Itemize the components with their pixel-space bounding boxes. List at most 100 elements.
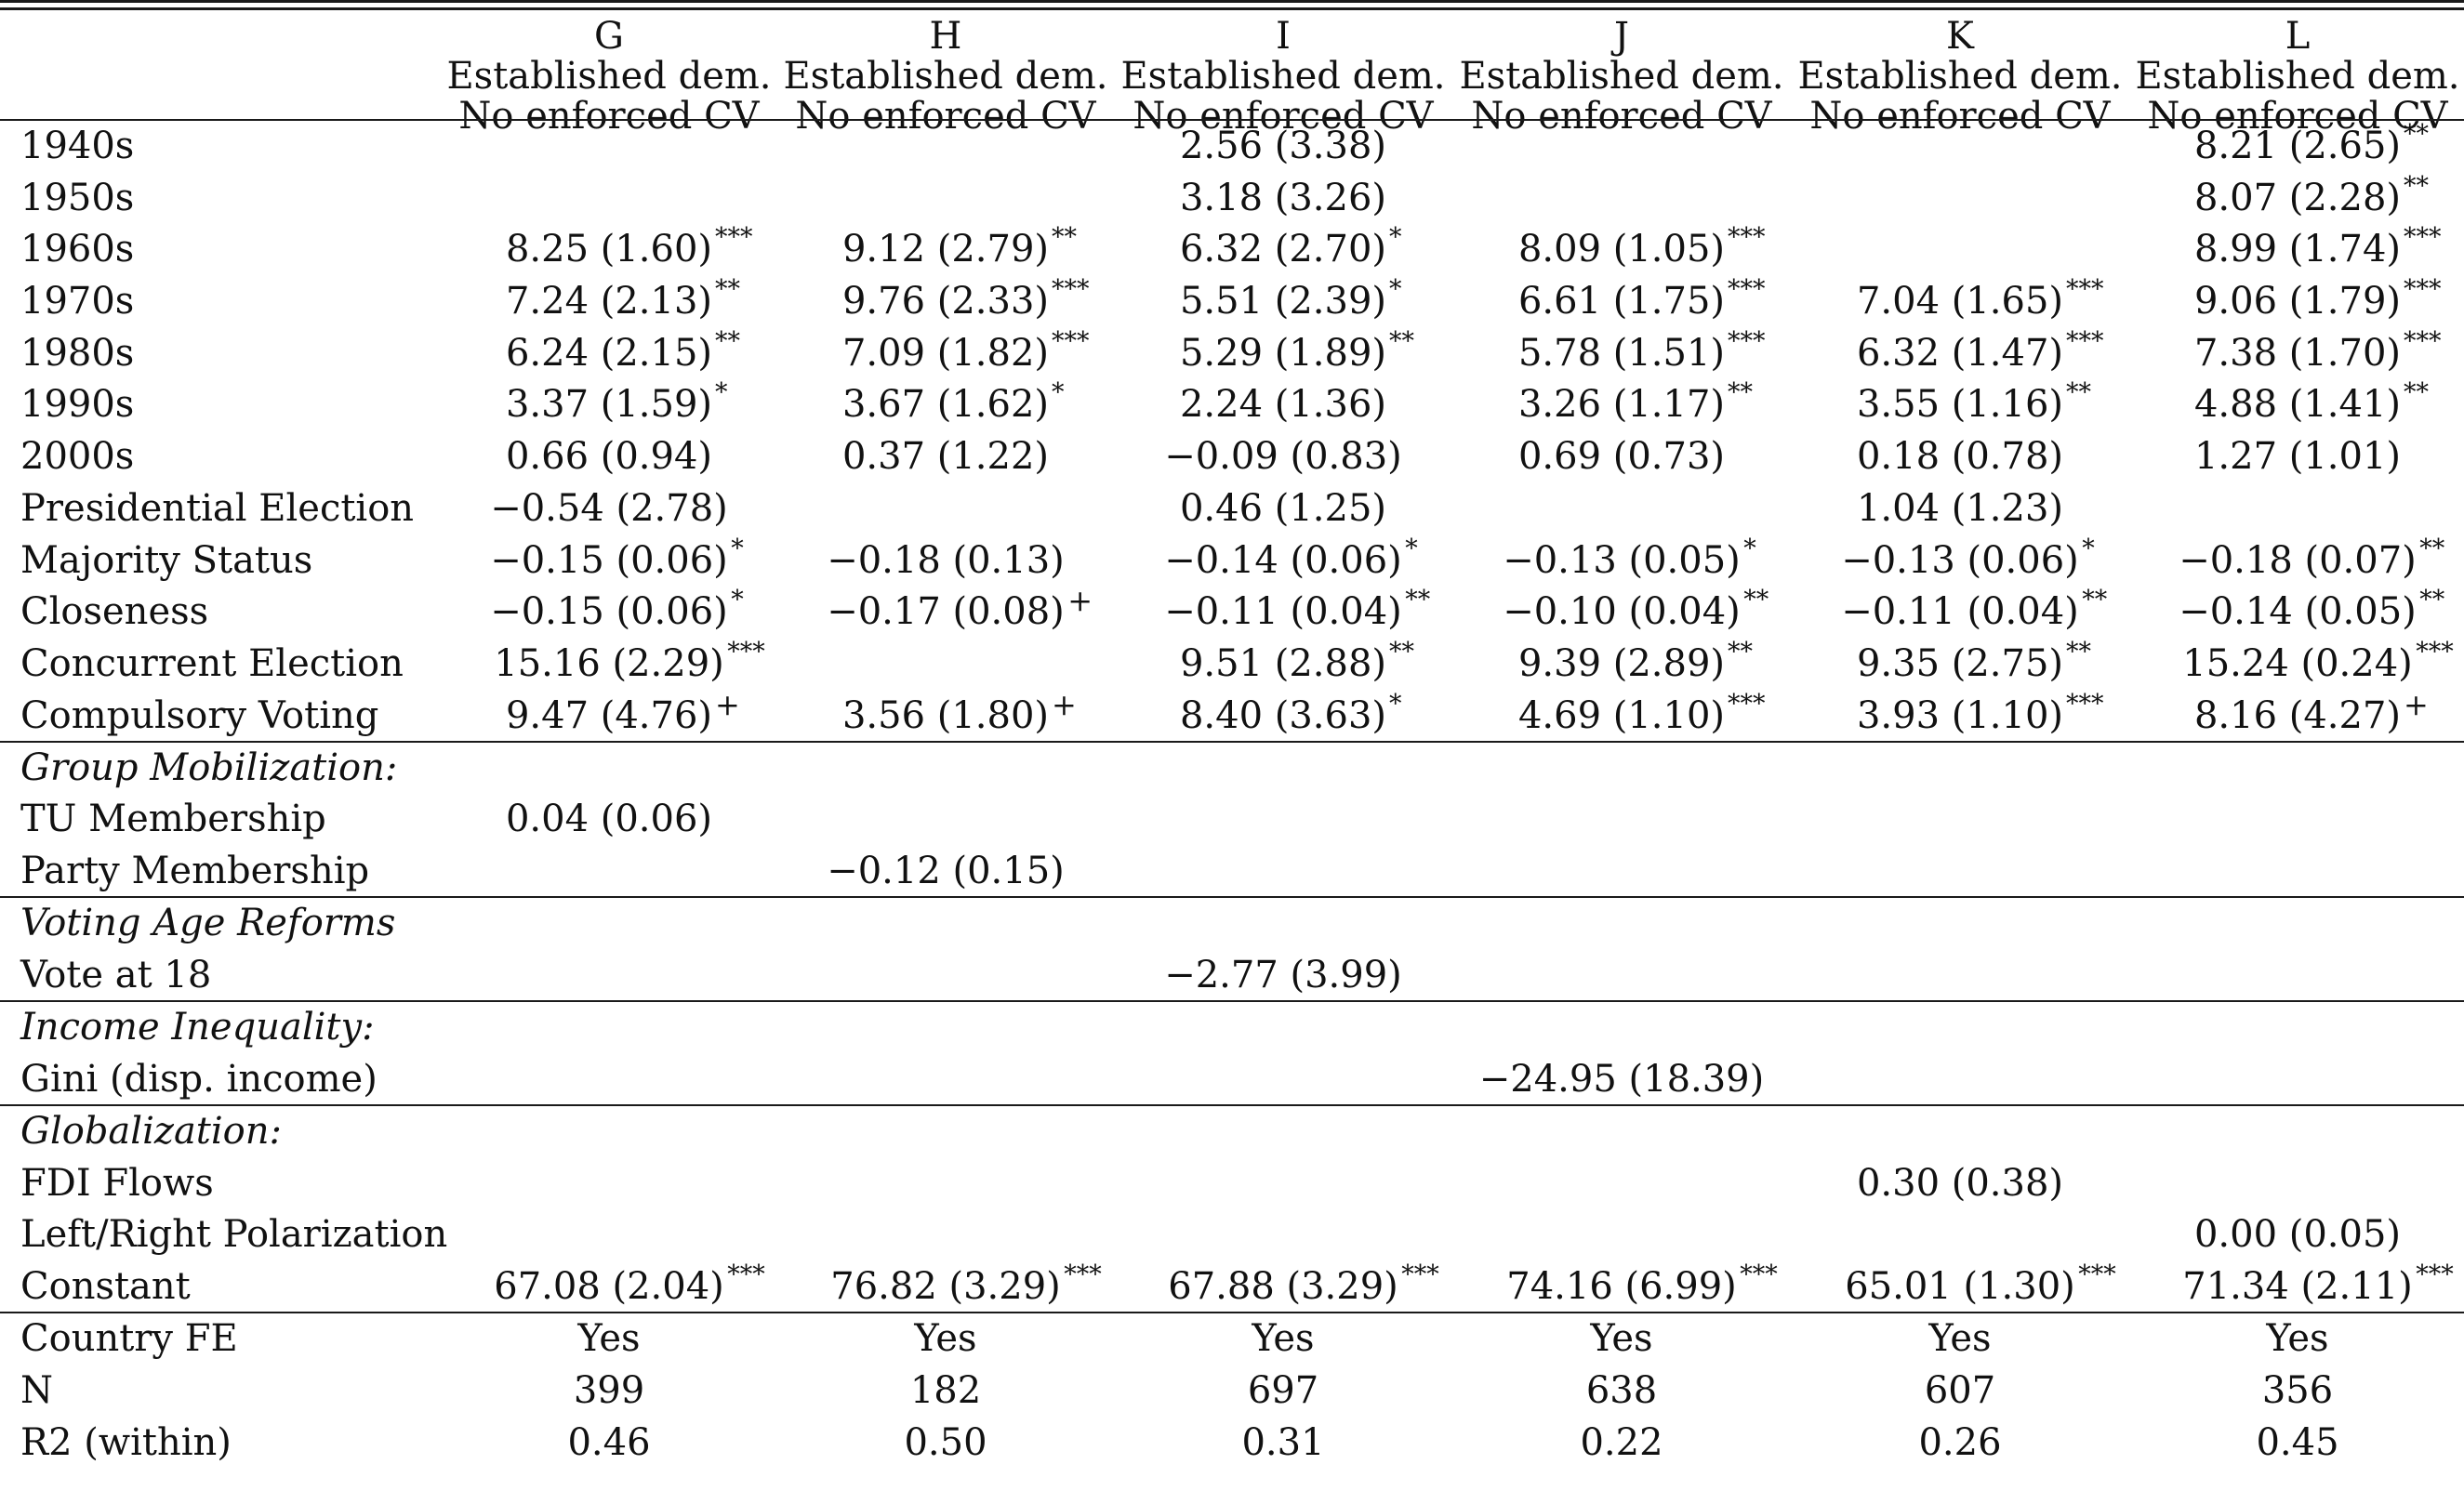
significance-marker: *** bbox=[1727, 690, 1766, 719]
significance-marker: *** bbox=[1740, 1260, 1778, 1289]
cell-value: 7.09 (1.82) bbox=[841, 332, 1050, 375]
row-label: Gini (disp. income) bbox=[20, 1058, 378, 1101]
cell-value: 0.50 bbox=[904, 1421, 987, 1464]
row-label: Country FE bbox=[20, 1317, 238, 1360]
significance-marker: + bbox=[1067, 583, 1093, 618]
significance-marker: ** bbox=[1405, 586, 1431, 614]
column-letter: L bbox=[2285, 15, 2311, 58]
significance-marker: ** bbox=[2403, 120, 2429, 149]
table-cell: 8.07 (2.28) ** bbox=[2193, 174, 2429, 219]
table-cell: 9.47 (4.76) + bbox=[506, 690, 740, 734]
cell-value: 5.51 (2.39) bbox=[1179, 280, 1387, 323]
table-cell: −0.18 (0.13) bbox=[827, 542, 1065, 579]
row-label: Closeness bbox=[20, 590, 209, 633]
cell-value: 3.26 (1.17) bbox=[1517, 383, 1726, 426]
cell-value: 399 bbox=[573, 1369, 645, 1412]
cell-value: 607 bbox=[1924, 1369, 1996, 1412]
significance-marker: ** bbox=[2419, 534, 2445, 563]
cell-value: 3.18 (3.26) bbox=[1179, 177, 1387, 219]
table-cell: 9.51 (2.88) ** bbox=[1180, 640, 1414, 682]
table-row: Concurrent Election 15.16 (2.29) *** 9.51 (… bbox=[0, 638, 2464, 690]
significance-marker: *** bbox=[727, 638, 765, 666]
cell-value: Yes bbox=[577, 1317, 641, 1360]
cell-value: 9.35 (2.75) bbox=[1856, 642, 2064, 685]
cell-value: 67.08 (2.04) bbox=[494, 1265, 724, 1308]
cell-value: 4.69 (1.10) bbox=[1517, 694, 1726, 737]
section-rule bbox=[0, 1104, 2464, 1106]
cell-value: 71.34 (2.11) bbox=[2182, 1265, 2413, 1308]
significance-marker: * bbox=[731, 586, 744, 614]
cell-value: −0.18 (0.07) bbox=[2179, 539, 2417, 582]
cell-value: Yes bbox=[1928, 1317, 1992, 1360]
table-cell: 0.66 (0.94) bbox=[506, 438, 712, 475]
top-rule bbox=[0, 0, 2464, 3]
cell-value: 8.07 (2.28) bbox=[2193, 177, 2402, 219]
cell-value: 0.37 (1.22) bbox=[841, 435, 1050, 478]
cell-value: Yes bbox=[2266, 1317, 2329, 1360]
table-cell: −0.17 (0.08) + bbox=[827, 586, 1093, 630]
section-header-row: Globalization: bbox=[0, 1105, 2464, 1157]
table-cell: 3.93 (1.10) *** bbox=[1857, 692, 2104, 734]
cell-value: −0.15 (0.06) bbox=[490, 590, 728, 633]
section-label: Globalization: bbox=[20, 1110, 282, 1153]
cell-value: 356 bbox=[2261, 1369, 2334, 1412]
significance-marker: * bbox=[1405, 534, 1418, 563]
section-label: Group Mobilization: bbox=[20, 746, 398, 789]
cell-value: 8.09 (1.05) bbox=[1517, 228, 1726, 270]
cell-value: Yes bbox=[1252, 1317, 1315, 1360]
significance-marker: *** bbox=[1051, 327, 1090, 356]
significance-marker: ** bbox=[1743, 586, 1769, 614]
column-header-g: G Established dem. No enforced CV bbox=[446, 17, 771, 137]
significance-marker: *** bbox=[2416, 638, 2454, 666]
row-label: FDI Flows bbox=[20, 1162, 214, 1205]
row-label: Presidential Election bbox=[20, 487, 415, 530]
row-label: Concurrent Election bbox=[20, 642, 404, 685]
column-letter: H bbox=[929, 15, 962, 58]
table-cell: −0.12 (0.15) bbox=[827, 852, 1065, 890]
cell-value: 7.38 (1.70) bbox=[2193, 332, 2402, 375]
table-cell: −0.11 (0.04) ** bbox=[1841, 587, 2107, 630]
cell-value: 0.04 (0.06) bbox=[505, 798, 713, 840]
cell-value: 15.24 (0.24) bbox=[2182, 642, 2413, 685]
table-cell: 0.30 (0.38) bbox=[1857, 1165, 2063, 1202]
table-cell: 182 bbox=[910, 1372, 981, 1409]
table-cell: 6.24 (2.15) ** bbox=[506, 329, 740, 372]
column-condition: No enforced CV bbox=[1133, 95, 1434, 138]
table-cell: −0.13 (0.05) * bbox=[1503, 536, 1756, 579]
table-cell: 65.01 (1.30) *** bbox=[1845, 1262, 2116, 1305]
cell-value: 8.25 (1.60) bbox=[505, 228, 713, 270]
cell-value: 3.37 (1.59) bbox=[505, 383, 713, 426]
table-cell: 67.08 (2.04) *** bbox=[494, 1262, 765, 1308]
table-row: 2000s 0.66 (0.94) 0.37 (1.22) −0.09 (0.83) 0… bbox=[0, 430, 2464, 482]
column-sample: Established dem. bbox=[1797, 55, 2123, 98]
row-label: Vote at 18 bbox=[20, 954, 212, 996]
column-letter: G bbox=[594, 15, 624, 58]
table-cell: 0.46 (1.25) bbox=[1180, 490, 1386, 527]
table-cell: 0.45 bbox=[2256, 1424, 2338, 1461]
significance-marker: *** bbox=[1727, 275, 1766, 304]
cell-value: 8.99 (1.74) bbox=[2193, 228, 2402, 270]
table-cell: 74.16 (6.99) *** bbox=[1506, 1262, 1778, 1305]
cell-value: 9.12 (2.79) bbox=[841, 228, 1050, 270]
footer-rule bbox=[0, 1312, 2464, 1313]
column-header-i: I Established dem. No enforced CV bbox=[1120, 17, 1445, 137]
cell-value: 0.18 (0.78) bbox=[1856, 435, 2064, 478]
significance-marker: *** bbox=[1401, 1260, 1439, 1289]
significance-marker: *** bbox=[1727, 223, 1766, 252]
cell-value: 0.66 (0.94) bbox=[505, 435, 713, 478]
table-cell: 15.16 (2.29) *** bbox=[494, 640, 765, 682]
table-cell: −0.14 (0.05) ** bbox=[2179, 587, 2444, 630]
table-cell: −0.54 (2.78) bbox=[490, 490, 728, 527]
table-cell: 5.29 (1.89) ** bbox=[1180, 329, 1414, 372]
cell-value: Yes bbox=[914, 1317, 977, 1360]
table-cell: 67.88 (3.29) *** bbox=[1168, 1262, 1439, 1305]
table-cell: 3.55 (1.16) ** bbox=[1857, 380, 2091, 423]
significance-marker: ** bbox=[2082, 586, 2108, 614]
significance-marker: * bbox=[1388, 223, 1402, 252]
table-cell: 8.99 (1.74) *** bbox=[2193, 225, 2442, 270]
table-row: Closeness −0.15 (0.06) * −0.17 (0.08) + −0.11… bbox=[0, 586, 2464, 638]
section-rule bbox=[0, 1000, 2464, 1002]
table-cell: 356 bbox=[2262, 1372, 2333, 1409]
cell-value: 1.04 (1.23) bbox=[1856, 487, 2064, 530]
table-cell: 0.00 (0.05) bbox=[2194, 1216, 2401, 1253]
